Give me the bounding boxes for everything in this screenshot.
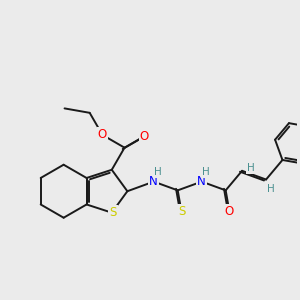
Text: N: N <box>149 175 158 188</box>
Text: H: H <box>154 167 161 177</box>
Text: O: O <box>225 205 234 218</box>
Text: S: S <box>178 205 185 218</box>
Text: S: S <box>109 206 116 219</box>
Text: O: O <box>98 128 107 141</box>
Text: H: H <box>267 184 275 194</box>
Text: H: H <box>247 163 255 173</box>
Text: H: H <box>202 167 209 177</box>
Text: O: O <box>140 130 149 143</box>
Text: N: N <box>197 175 206 188</box>
